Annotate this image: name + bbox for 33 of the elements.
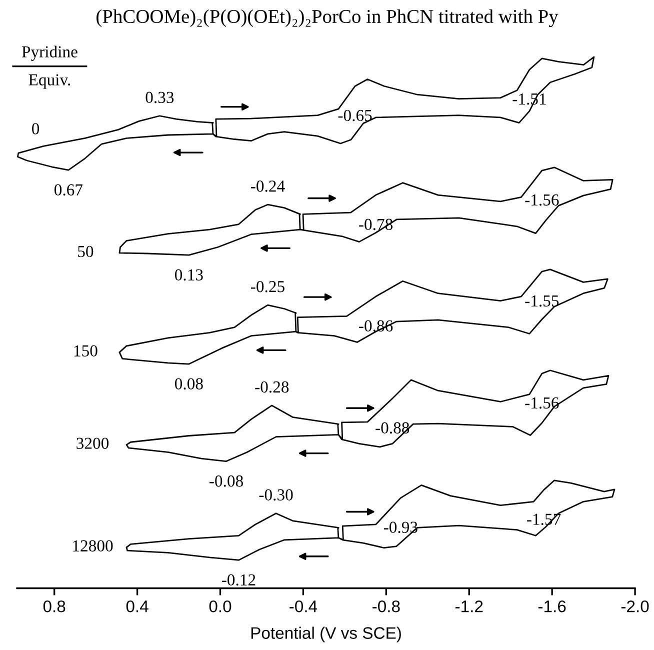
annotation: 0.08 — [174, 378, 203, 390]
series-label: 50 — [78, 246, 94, 258]
annotation: -0.08 — [210, 475, 243, 487]
annotation: -1.55 — [525, 295, 559, 307]
x-tick-label: -1.6 — [538, 600, 566, 612]
x-tick-label: -1.2 — [456, 600, 483, 612]
annotation: -0.25 — [251, 280, 284, 292]
x-tick-label: -0.4 — [290, 600, 318, 612]
annotation: 0.13 — [174, 269, 203, 281]
series-label: 3200 — [76, 438, 109, 449]
series-label: 150 — [74, 345, 98, 356]
annotation: 0.33 — [146, 92, 174, 104]
annotation: -0.24 — [251, 180, 285, 192]
x-tick-label: -2.0 — [621, 600, 649, 612]
annotation: -0.93 — [384, 522, 418, 533]
x-tick-label: 0.0 — [209, 600, 232, 612]
annotation: -1.56 — [525, 397, 559, 409]
series-label: 12800 — [73, 540, 113, 552]
annotation: -0.12 — [222, 574, 256, 586]
legend-title: Pyridine — [22, 46, 78, 61]
annotation: -0.30 — [259, 489, 293, 501]
x-tick-label: -0.8 — [372, 600, 400, 612]
x-tick-label: 0.4 — [126, 600, 148, 612]
annotation: Equiv. — [28, 74, 70, 89]
annotation: -0.65 — [338, 110, 372, 122]
chart-title: (PhCOOMe)₂(P(O)(OEt)₂)₂PorCo in PhCN titrated with Py — [96, 9, 558, 28]
series-label: 0 — [32, 123, 40, 134]
annotation: 0.67 — [54, 184, 83, 196]
x-axis-title: Potential (V vs SCE) — [251, 626, 401, 642]
annotation: -1.56 — [525, 194, 559, 206]
annotation: -0.28 — [255, 381, 289, 393]
x-tick-label: 0.8 — [43, 600, 66, 612]
annotation: -0.88 — [376, 422, 410, 434]
